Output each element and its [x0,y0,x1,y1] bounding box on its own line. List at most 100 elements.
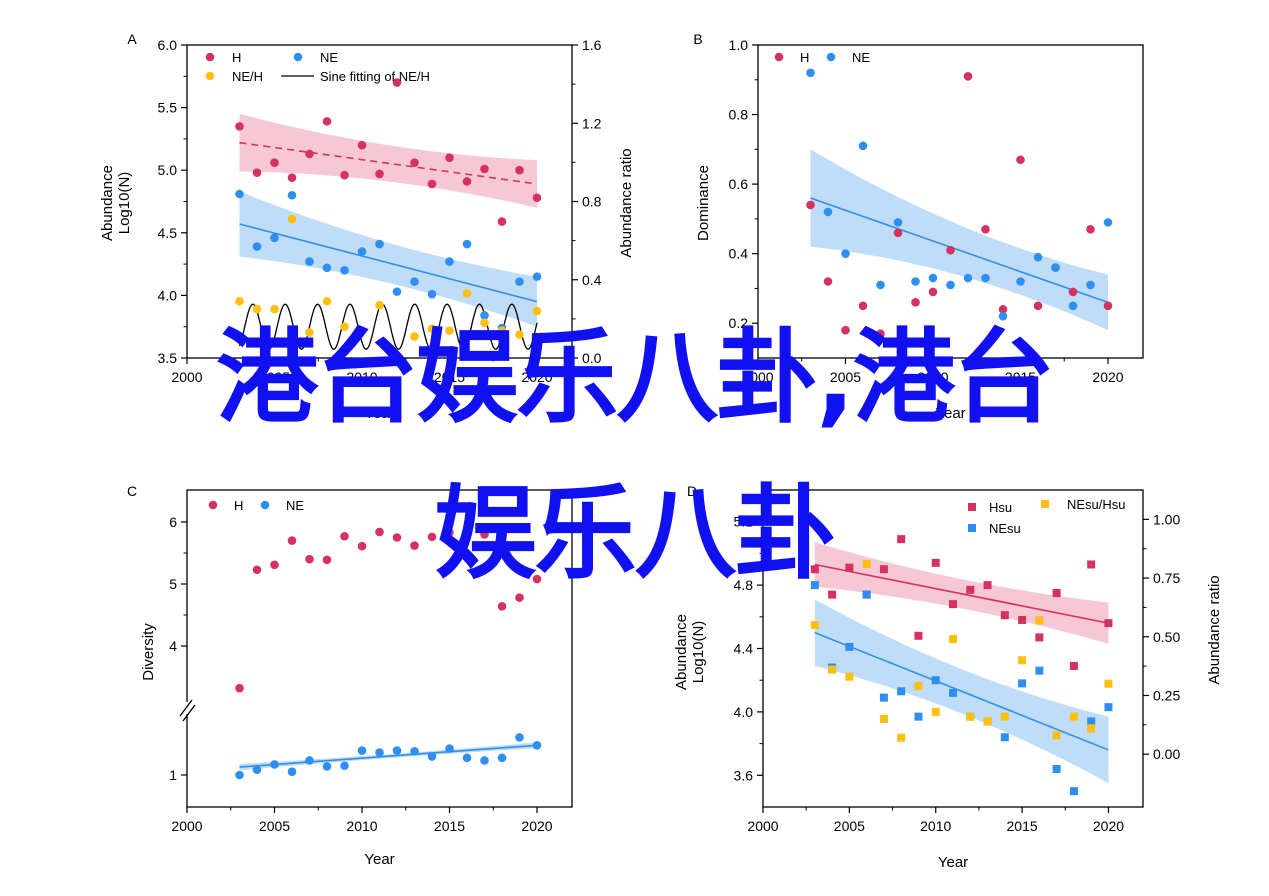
nesu-point [810,581,819,590]
hsu-point [1000,611,1009,620]
ne-point [445,744,454,753]
y-axis-label: Dominance [695,165,712,241]
ne-point [1103,218,1113,227]
x-tick-label: 2005 [830,369,861,385]
hsu-point [914,631,923,640]
ne-point [322,263,332,273]
legend-h-label: H [800,50,809,65]
hsu-point [966,585,975,594]
y-tick-label: 4.0 [734,704,754,720]
h-point [462,527,472,536]
y-axis-label: AbundanceLog10(N) [99,165,133,241]
ratio-point [357,326,367,335]
x-axis-label: Year [938,854,968,871]
panel-a: 2000 2005 2010 2015 2020 Year 3.5 4.0 4.5 5.0 5.5 6… [99,31,635,422]
ratio-point [375,300,384,310]
y-tick-label: 5.0 [158,162,178,178]
h-point [981,225,990,234]
ne-point [235,189,244,199]
h-confidence-band [239,113,537,208]
ratio-point [845,672,854,681]
y2-tick-label: 0.4 [582,272,602,288]
ratio-point [1087,724,1096,733]
y2-tick-label: 1.00 [1153,511,1180,527]
h-point [340,170,349,180]
nesu-point [879,693,888,702]
x-tick-label: 2005 [834,818,865,834]
y2-tick-label: 0.25 [1153,687,1180,703]
panel-letter: C [127,483,137,499]
legend-ratio-marker [1041,500,1049,508]
plot-frame [757,44,1144,359]
y-tick-label: 4.8 [734,577,754,593]
ratio-point [532,306,542,316]
ne-point [427,289,437,299]
legend-h-label: H [234,498,243,513]
hsu-point [1035,633,1044,642]
ne-point [287,767,297,776]
y-tick-label: 6 [169,514,177,530]
legend-hsu-marker [968,503,976,511]
panel-letter: A [127,31,137,47]
h-trend-line [814,563,1109,624]
h-point [392,78,402,87]
ratio-point [445,326,454,335]
panel-letter: B [693,31,702,47]
ratio-point [1000,712,1009,721]
ne-point [340,761,349,771]
y2-tick-label: 1.2 [582,115,602,131]
panel-c: 2000 2005 2010 2015 2020 Year 1 4 5 6 Diversity C H N… [127,483,573,868]
ratio-point [810,621,819,630]
nesu-point [862,590,871,599]
y-tick-label: 1 [169,767,177,783]
legend-sine-label: Sine fitting of NE/H [320,69,430,84]
ratio-point [410,332,419,341]
y-tick-label: 0.2 [729,315,749,331]
h-point [235,122,244,131]
ne-point [480,756,489,765]
h-point [515,165,524,175]
h-point [357,140,367,150]
ratio-point [462,289,472,298]
ratio-point [1104,679,1113,688]
x-axis-label: Year [364,405,394,422]
nesu-point [1052,764,1061,773]
legend-h-marker [208,500,218,510]
hsu-point [1069,661,1078,670]
h-point [235,683,244,693]
nesu-point [949,688,957,697]
h-point [858,301,868,311]
h-point [305,554,314,564]
ne-trend-line [239,744,538,768]
sine-fit-curve [238,303,538,350]
ne-point [235,770,244,780]
ratio-point [427,324,437,333]
x-tick-label: 2015 [1007,818,1038,834]
x-tick-label: 2010 [917,369,948,385]
hsu-point [845,563,854,572]
h-point [963,72,973,81]
hsu-point [1104,619,1113,628]
axis-break-mark [182,704,196,722]
ne-point [375,748,384,757]
panel-letter: D [687,483,697,499]
ne-point [963,273,973,283]
h-point [462,177,472,186]
h-point [270,158,279,167]
x-tick-label: 2020 [1093,818,1124,834]
ne-point [305,756,314,765]
y-tick-label: 6.0 [158,37,178,53]
nesu-point [931,676,940,685]
ratio-point [322,296,332,306]
panel-d: 2000 2005 2010 2015 2020 Year 3.6 4.0 4.4 4.8 5.2 0… [673,483,1223,871]
ne-trend-line [810,197,1109,304]
ne-point [270,760,279,769]
nesu-point [1018,679,1027,688]
ratio-point [897,733,906,742]
y2-axis-label: Abundance ratio [1206,575,1223,684]
ne-confidence-band [810,149,1108,331]
ratio-point [879,714,888,723]
h-point [946,245,955,255]
h-point [427,179,437,189]
h-point [998,305,1008,314]
